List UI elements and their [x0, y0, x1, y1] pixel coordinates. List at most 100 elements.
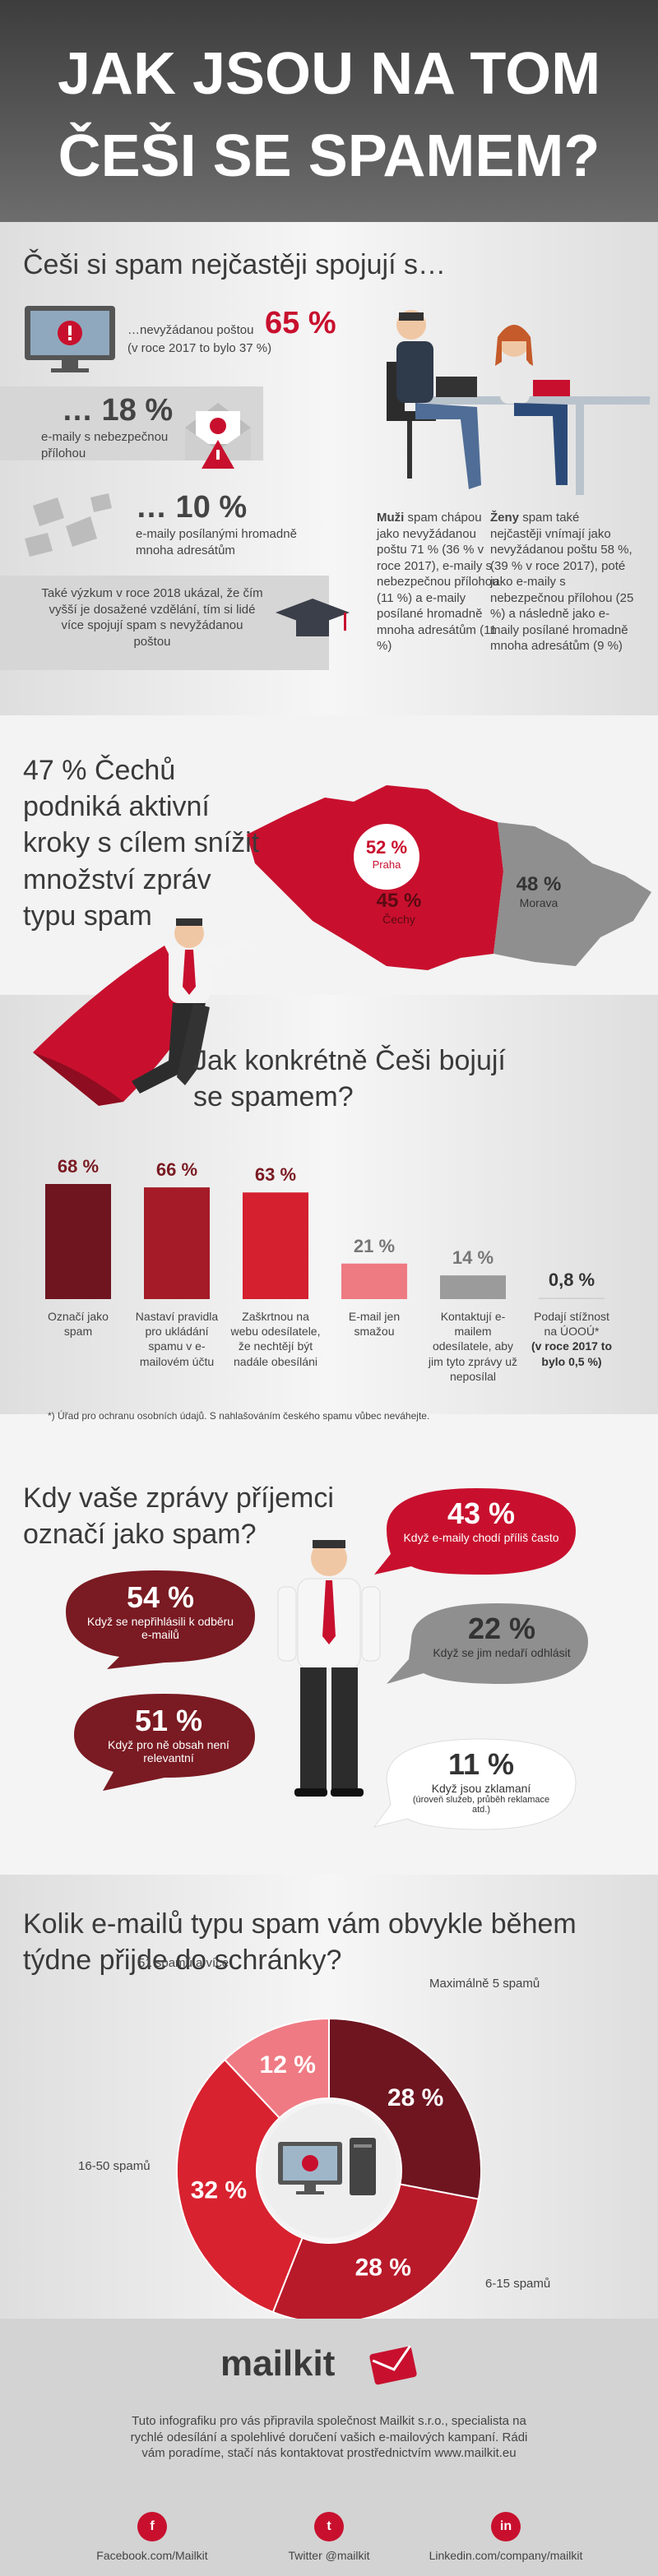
men-lead: Muži — [377, 511, 405, 525]
item-value: … 10 % — [136, 490, 248, 525]
donut-value-label: 28 % — [355, 2255, 411, 2282]
region: 48 % Morava — [506, 873, 572, 909]
bubble-sub: (úroveň služeb, průběh reklamace atd.) — [412, 1795, 550, 1815]
donut-label: 16-50 spamů — [78, 2159, 151, 2173]
bubbles — [66, 1488, 588, 1830]
bars — [45, 1184, 605, 1299]
social-label: Linkedin.com/company/mailkit — [429, 2549, 583, 2562]
men-text: Muži spam chápou jako nevyžádanou poštu … — [377, 510, 504, 654]
bar — [539, 1297, 605, 1299]
people-illustration — [387, 310, 650, 495]
men-body: spam chápou jako nevyžádanou poštu 71 % … — [377, 511, 499, 653]
bubble-text: Když e-maily chodí příliš často — [403, 1531, 559, 1544]
donut-label: 6-15 spamů — [485, 2277, 551, 2291]
envelopes-icon — [25, 493, 112, 557]
region-value: 45 % — [376, 890, 422, 912]
center-icon — [262, 2103, 396, 2238]
region-value: 52 % — [365, 837, 408, 858]
bar — [341, 1263, 407, 1299]
map — [247, 785, 651, 970]
donut-segment — [176, 2058, 304, 2314]
bar-value-label: 14 % — [452, 1247, 494, 1269]
bar-category: Označí jako spam — [48, 1310, 109, 1339]
women-text: Ženy spam také nejčastěji vnímají jako n… — [490, 510, 634, 654]
social-label: Twitter @mailkit — [288, 2549, 370, 2562]
bubble-text: Když jsou zklamaní — [431, 1782, 531, 1795]
bubble-value: 51 % — [134, 1704, 203, 1737]
donut-segment — [223, 2017, 330, 2120]
brand: mailkit — [220, 2343, 336, 2384]
bar-category: Nastaví pravidla pro ukládání spamu v e-… — [135, 1310, 219, 1368]
social-icon: in — [491, 2512, 521, 2541]
region: 52 % Praha — [354, 837, 419, 871]
bubble: 54 % Když se nepřihlásili k odběru e-mail… — [82, 1580, 239, 1641]
footnote: *) Úřad pro ochranu osobních údajů. S na… — [48, 1410, 430, 1422]
bar — [243, 1192, 308, 1299]
donut-segment — [271, 2183, 480, 2319]
bar-category: Kontaktují e-mailem odesílatele, aby jim… — [428, 1310, 518, 1383]
bar-category: Podají stížnost na ÚOOÚ* (v roce 2017 to … — [526, 1309, 617, 1369]
donut-value-label: 28 % — [387, 2084, 443, 2111]
donut-chart: 28 % 28 % 32 % 12 % — [176, 2017, 482, 2319]
donut-segment — [328, 2017, 482, 2200]
item-label: e-maily posílanými hromadně mnoha adresá… — [136, 527, 297, 557]
section-title: Kdy vaše zprávy příjemci označí jako spa… — [23, 1482, 334, 1551]
bar — [440, 1275, 506, 1299]
title-line: ČEŠI SE SPAMEM? — [58, 123, 600, 189]
bubble-text: Když pro ně obsah není relevantní — [108, 1738, 229, 1764]
item-note: (v roce 2017 to bylo 37 %) — [127, 341, 272, 355]
active-text: 47 % Čechů podniká aktivní kroky s cílem… — [23, 755, 260, 932]
header-bg — [0, 0, 658, 222]
region: 45 % Čechy — [366, 890, 432, 926]
section-title: Kolik e-mailů typu spam vám obvykle běhe… — [23, 1908, 577, 1977]
bar-category-note: (v roce 2017 to bylo 0,5 %) — [531, 1339, 613, 1368]
bubble-text: Když se nepřihlásili k odběru e-mailů — [86, 1615, 234, 1641]
logo-icon — [369, 2345, 417, 2385]
bubble: 51 % Když pro ně obsah není relevantní — [90, 1704, 247, 1764]
donut-value-label: 32 % — [191, 2176, 247, 2204]
man-illustration — [277, 1540, 381, 1797]
item-value: … 18 % — [62, 393, 174, 428]
bar-value-label: 68 % — [57, 1156, 100, 1177]
bubble: 11 % Když jsou zklamaní (úroveň služeb, pr… — [403, 1747, 559, 1815]
item-label: …nevyžádanou poštou — [127, 323, 254, 337]
bubble-value: 54 % — [126, 1580, 195, 1614]
bubble: 22 % Když se jim nedaří odhlásit — [428, 1612, 576, 1659]
social-icon: t — [314, 2512, 344, 2541]
social-label: Facebook.com/Mailkit — [96, 2549, 208, 2562]
region-name: Čechy — [382, 913, 415, 926]
bubble-value: 11 % — [447, 1747, 515, 1781]
bar — [144, 1187, 210, 1299]
women-body: spam také nejčastěji vnímají jako nevyžá… — [490, 511, 634, 653]
bar-value-label: 63 % — [254, 1164, 297, 1186]
bar-value-label: 66 % — [155, 1159, 198, 1181]
women-lead: Ženy — [490, 511, 520, 525]
envelope-icon — [185, 403, 251, 469]
bubble-text: Když se jim nedaří odhlásit — [433, 1646, 571, 1659]
section-title: Jak konkrétně Češi bojují se spamem? — [193, 1045, 506, 1113]
item-value: 65 % — [265, 306, 336, 340]
social-icon: f — [137, 2512, 167, 2541]
donut-label: Maximálně 5 spamů — [429, 1977, 540, 1991]
bubble-value: 43 % — [447, 1496, 516, 1530]
region-value: 48 % — [516, 873, 562, 895]
monitor-icon — [25, 306, 115, 372]
bar-value-label: 0,8 % — [548, 1270, 595, 1291]
section-title: Češi si spam nejčastěji spojují s… — [23, 249, 446, 280]
band — [0, 576, 329, 670]
donut-value-label: 12 % — [260, 2051, 316, 2079]
superhero-illustration — [33, 918, 251, 1106]
research-text: Také výzkum v roce 2018 ukázal, že čím v… — [41, 586, 263, 649]
bubble: 43 % Když e-maily chodí příliš často — [403, 1496, 559, 1544]
title: JAK JSOU NA TOM ČEŠI SE SPAMEM? — [0, 33, 658, 197]
graduation-icon — [276, 599, 350, 636]
bar-value-label: 21 % — [353, 1235, 396, 1256]
item-label: e-maily s nebezpečnou přílohou — [41, 430, 169, 460]
region-name: Morava — [519, 896, 558, 909]
bubble-value: 22 % — [467, 1612, 536, 1645]
footer-text: Tuto infografiku pro vás připravila spol… — [130, 2414, 528, 2460]
bar — [45, 1184, 111, 1299]
donut-label: 51 spamů a více — [138, 1956, 229, 1970]
